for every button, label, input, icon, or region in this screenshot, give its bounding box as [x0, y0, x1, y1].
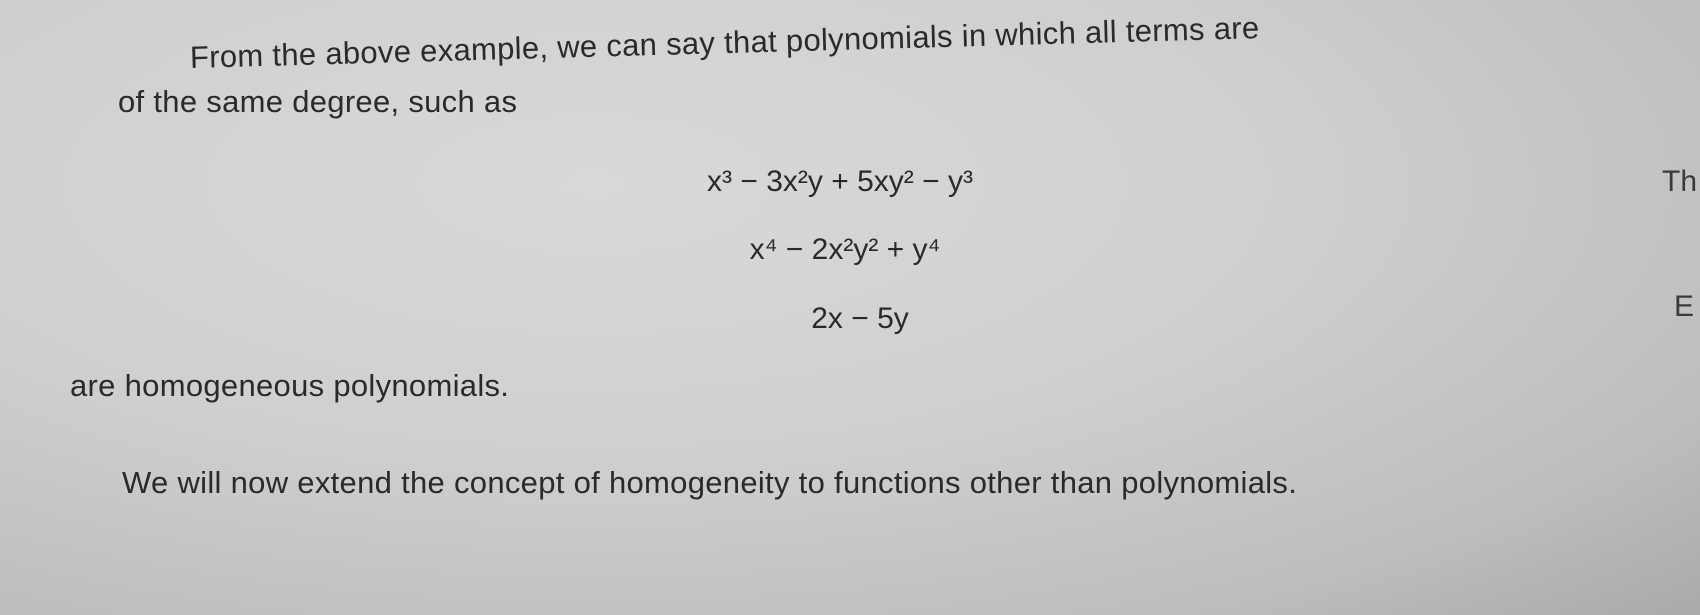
- text-line: From the above example, we can say that …: [189, 10, 1260, 75]
- paragraph: We will now extend the concept of homoge…: [122, 465, 1298, 500]
- margin-fragment: Th: [1662, 165, 1698, 198]
- text-line: are homogeneous polynomials.: [70, 368, 510, 403]
- equation: x⁴ − 2x²y² + y⁴: [749, 233, 941, 266]
- text-line: of the same degree, such as: [118, 84, 518, 119]
- margin-fragment: E: [1674, 290, 1695, 323]
- equation: x³ − 3x²y + 5xy² − y³: [707, 165, 973, 198]
- equation: 2x − 5y: [811, 302, 909, 335]
